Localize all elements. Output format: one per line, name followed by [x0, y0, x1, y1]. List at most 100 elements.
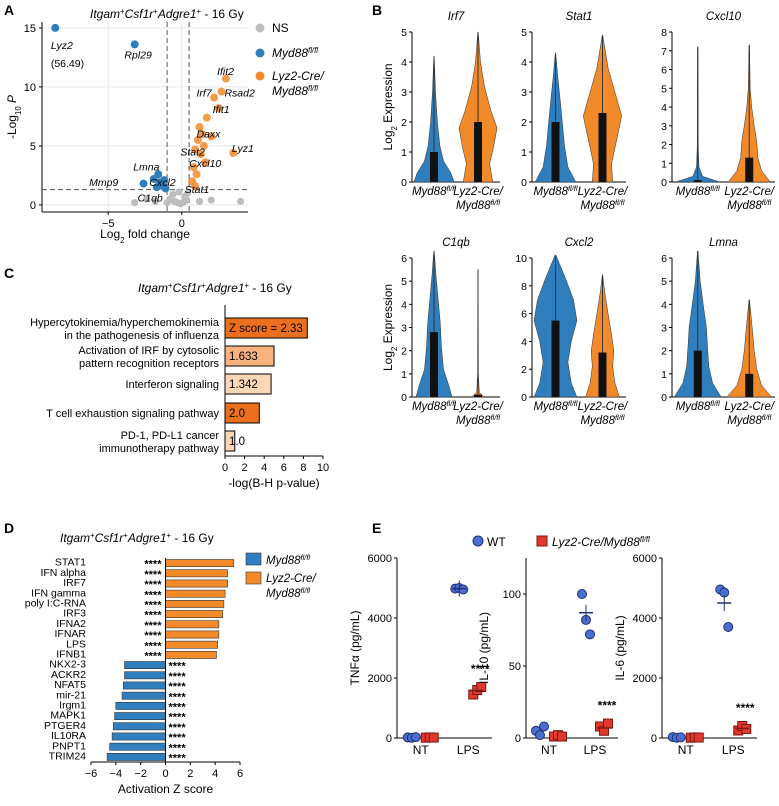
y-tick-label: 10 — [24, 82, 36, 94]
significance-stars: **** — [144, 589, 162, 601]
y-tick-label: 4 — [661, 299, 667, 311]
activation-bar — [122, 681, 166, 690]
significance-stars: **** — [471, 662, 490, 676]
x-tick-label: 6 — [237, 768, 243, 780]
x-axis-label: Log2 fold change — [100, 227, 190, 245]
data-point-wt — [577, 589, 587, 599]
volcano-point-ns — [175, 188, 183, 196]
y-tick-label: 8 — [661, 27, 667, 39]
group-label: Lyz2-Cre/ — [453, 186, 504, 198]
violin-box — [430, 152, 438, 182]
gene-label: Rpl29 — [124, 50, 152, 62]
group-label: Myd88fl/fl — [676, 184, 720, 199]
y-tick-label: 3 — [661, 323, 667, 335]
y-axis-label: IL-6 (pg/mL) — [613, 615, 627, 680]
group-label: Myd88fl/fl — [412, 399, 456, 414]
significance-stars: **** — [736, 701, 755, 715]
text-span: Adgre1 — [157, 7, 197, 21]
regulator-name: IFN gamma — [31, 587, 86, 599]
pathway-name: pattern recognition receptors — [79, 358, 220, 370]
x-tick-label: 8 — [300, 462, 306, 474]
y-tick-label: 2 — [521, 364, 527, 376]
data-point-ko — [603, 718, 613, 729]
y-tick-label: 6000 — [368, 553, 392, 565]
gene-label: Irf7 — [197, 87, 213, 99]
pathway-name: Interferon signaling — [125, 379, 219, 391]
gene-label: Cxcl10 — [189, 158, 221, 170]
violin-gene-title: Cxcl10 — [706, 11, 742, 23]
y-tick-label: 0 — [401, 392, 407, 404]
volcano-point-ns — [131, 198, 139, 207]
significance-stars: **** — [144, 640, 162, 652]
legend-swatch-wt — [245, 552, 262, 566]
activation-bar — [165, 589, 226, 598]
significance-stars: **** — [144, 620, 162, 632]
group-label: Lyz2-Cre/ — [578, 186, 629, 198]
violin-gene-title: Lmna — [709, 237, 738, 249]
legend-label: Myd88fl/fl — [272, 84, 318, 99]
y-tick-label: 1 — [661, 369, 667, 381]
y-tick-label: 7 — [661, 46, 667, 58]
text-span: 10 — [14, 106, 23, 115]
y-tick-label: 3 — [401, 323, 407, 335]
activation-bar — [165, 569, 228, 578]
text-span: + — [167, 531, 172, 540]
data-point-wt — [585, 629, 595, 640]
pathway-name: Hypercytokinemia/hyperchemokinemia — [30, 317, 220, 329]
y-tick-label: 0 — [401, 177, 407, 189]
y-tick-label: 6 — [661, 65, 667, 77]
significance-stars: **** — [144, 651, 162, 663]
text-span: Adgre1 — [127, 531, 167, 545]
text-span: fold change — [124, 227, 190, 241]
text-span: Myd88 — [580, 415, 615, 427]
y-axis-label: TNFα (pg/mL) — [348, 611, 362, 686]
legend-label: Myd88fl/fl — [266, 586, 310, 601]
volcano-point-ko — [201, 158, 210, 167]
text-span: Myd88 — [266, 588, 301, 600]
group-label: Lyz2-Cre/ — [578, 401, 629, 413]
y-tick-label: 5 — [521, 27, 527, 39]
legend-marker-ns — [255, 23, 265, 33]
volcano-point-ko — [207, 132, 216, 141]
text-span: + — [90, 531, 95, 540]
legend-label: Lyz2-Cre/ — [272, 69, 325, 83]
text-span: + — [120, 7, 125, 16]
legend-label: Lyz2-Cre/ — [266, 573, 317, 585]
y-tick-label: 8 — [521, 281, 527, 293]
x-tick-label: −5 — [102, 218, 115, 230]
cytokine-plot: 0 2000 4000 6000 TNFα (pg/mL) NT LPS **** — [348, 553, 492, 757]
x-tick-label: 0 — [179, 218, 185, 230]
text-span: -Log — [5, 115, 19, 139]
significance-stars: **** — [169, 732, 187, 744]
significance-stars: **** — [144, 610, 162, 622]
regulator-name: IFNA2 — [56, 618, 86, 630]
y-tick-label: 100 — [503, 589, 521, 601]
text-span: Adgre1 — [205, 281, 245, 295]
activation-bar — [124, 671, 166, 680]
gene-label: Ifit2 — [217, 66, 234, 78]
activation-bar — [115, 701, 166, 710]
regulator-name: IFN alpha — [40, 567, 86, 579]
text-span: Csf1r — [125, 7, 155, 21]
y-tick-label: 15 — [24, 23, 36, 35]
gene-label: C1qb — [138, 192, 163, 204]
gene-label: Rsad2 — [224, 87, 255, 99]
data-point-wt — [539, 721, 549, 732]
regulator-name: mir-21 — [56, 689, 86, 701]
gene-label: Stat2 — [180, 146, 205, 158]
activation-bar — [165, 610, 223, 618]
volcano-point-ko — [217, 87, 226, 96]
significance-stars: **** — [144, 569, 162, 581]
regulator-name: LPS — [66, 638, 86, 650]
text-span: Myd88 — [412, 186, 447, 198]
pathway-title: Itgam+Csf1r+Adgre1+ - 16 Gy — [138, 281, 292, 296]
text-span: 2 — [390, 126, 399, 130]
text-span: Itgam — [90, 7, 120, 21]
text-span: Csf1r — [95, 531, 125, 545]
significance-stars: **** — [169, 712, 187, 724]
y-tick-label: 5 — [401, 27, 407, 39]
